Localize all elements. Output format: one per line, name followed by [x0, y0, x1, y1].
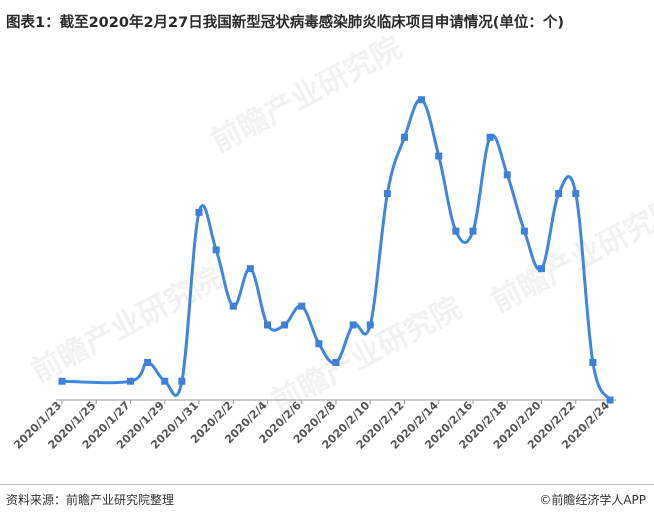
- data-point: [161, 377, 169, 385]
- data-point: [246, 265, 254, 273]
- data-point: [383, 190, 391, 198]
- data-point: [332, 358, 340, 366]
- data-point: [401, 133, 408, 141]
- data-point: [486, 133, 494, 141]
- data-point: [127, 377, 134, 385]
- data-point: [366, 321, 374, 329]
- footer: 资料来源：前瞻产业研究院整理 ©前瞻经济学人APP: [0, 484, 654, 515]
- data-point: [503, 171, 511, 179]
- data-point: [520, 227, 528, 235]
- data-point: [452, 227, 460, 235]
- data-point: [195, 208, 203, 216]
- chart-title: 图表1：截至2020年2月27日我国新型冠状病毒感染肺炎临床项目申请情况(单位：…: [6, 15, 564, 31]
- data-point: [555, 190, 563, 198]
- data-point: [144, 358, 152, 366]
- data-point: [418, 96, 426, 104]
- data-point: [606, 396, 614, 404]
- data-point: [315, 340, 323, 348]
- series-line: [61, 98, 612, 401]
- data-point: [572, 190, 580, 198]
- data-point: [58, 377, 66, 385]
- data-point: [298, 302, 306, 310]
- plot-area: 2020/1/232020/1/252020/1/272020/1/292020…: [11, 96, 616, 452]
- line-chart: 2020/1/232020/1/252020/1/272020/1/292020…: [11, 96, 616, 452]
- data-point: [264, 321, 271, 329]
- data-point: [469, 227, 477, 235]
- data-point: [178, 377, 186, 385]
- data-point: [349, 321, 357, 329]
- data-point: [589, 358, 597, 366]
- source-text: 资料来源：前瞻产业研究院整理: [6, 493, 175, 507]
- brand-text: ©前瞻经济学人APP: [539, 493, 646, 507]
- data-point: [435, 152, 443, 160]
- data-point: [281, 321, 289, 329]
- data-point: [538, 265, 545, 273]
- data-point: [212, 246, 220, 254]
- data-point: [229, 302, 237, 310]
